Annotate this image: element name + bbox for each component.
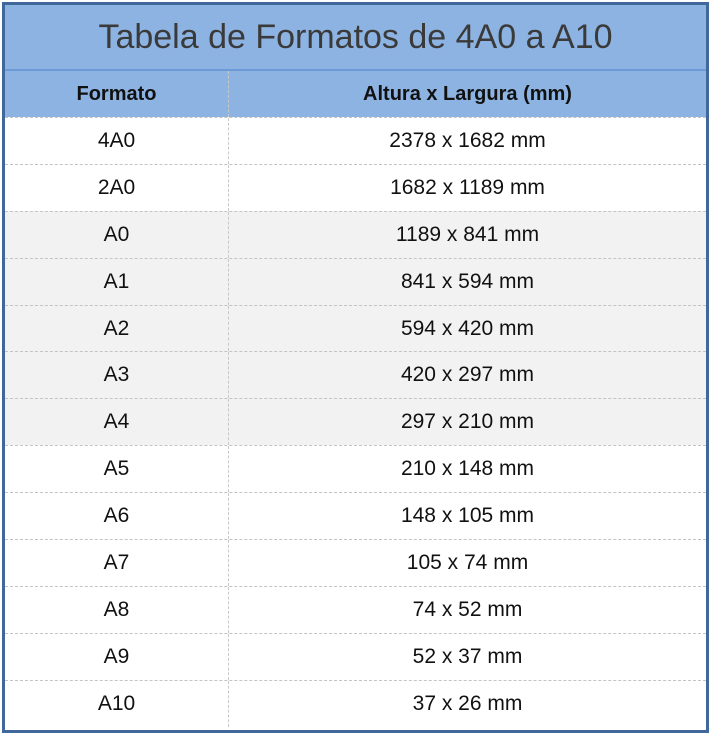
table-row: A4 297 x 210 mm bbox=[5, 398, 706, 446]
cell-format: A6 bbox=[5, 493, 229, 540]
cell-dimensions: 210 x 148 mm bbox=[400, 457, 535, 481]
table-row: A6 148 x 105 mm bbox=[5, 492, 706, 540]
cell-format: 4A0 bbox=[5, 118, 229, 164]
cell-format: A4 bbox=[5, 399, 229, 446]
cell-dimensions: 297 x 210 mm bbox=[400, 410, 535, 434]
cell-format: A9 bbox=[5, 633, 229, 680]
cell-format: A3 bbox=[5, 352, 229, 399]
cell-format: A1 bbox=[5, 258, 229, 305]
table-row: A10 37 x 26 mm bbox=[5, 679, 706, 727]
cell-format: A0 bbox=[5, 211, 229, 258]
cell-dimensions: 594 x 420 mm bbox=[400, 316, 535, 340]
table-row: 2A0 1682 x 1189 mm bbox=[5, 163, 706, 211]
cell-format: 2A0 bbox=[5, 164, 229, 211]
table-header: Formato Altura x Largura (mm) bbox=[5, 71, 706, 117]
table-row: A0 1189 x 841 mm bbox=[5, 210, 706, 258]
cell-dimensions: 37 x 26 mm bbox=[412, 691, 523, 715]
cell-dimensions: 1682 x 1189 mm bbox=[390, 175, 545, 199]
table-title: Tabela de Formatos de 4A0 a A10 bbox=[5, 5, 706, 71]
cell-dimensions: 1189 x 841 mm bbox=[395, 222, 540, 246]
cell-dimensions: 148 x 105 mm bbox=[400, 504, 535, 528]
header-format: Formato bbox=[5, 71, 229, 117]
cell-format: A8 bbox=[5, 586, 229, 633]
table-row: A1 841 x 594 mm bbox=[5, 257, 706, 305]
cell-format: A7 bbox=[5, 540, 229, 586]
header-dimensions: Altura x Largura (mm) bbox=[363, 82, 572, 105]
cell-dimensions: 2378 x 1682 mm bbox=[389, 128, 546, 152]
cell-format: A2 bbox=[5, 305, 229, 352]
cell-dimensions: 105 x 74 mm bbox=[406, 550, 529, 574]
table-row: A8 74 x 52 mm bbox=[5, 585, 706, 633]
table-row: A9 52 x 37 mm bbox=[5, 632, 706, 680]
cell-format: A10 bbox=[5, 680, 229, 727]
cell-dimensions: 420 x 297 mm bbox=[400, 363, 535, 387]
cell-dimensions: 52 x 37 mm bbox=[412, 644, 523, 668]
cell-dimensions: 841 x 594 mm bbox=[400, 269, 535, 293]
table-row: 4A0 2378 x 1682 mm bbox=[5, 117, 706, 164]
table-row: A5 210 x 148 mm bbox=[5, 445, 706, 493]
table-body: 4A0 2378 x 1682 mm 2A0 1682 x 1189 mm A0 1189… bbox=[5, 117, 706, 727]
cell-format: A5 bbox=[5, 446, 229, 493]
table-row: A7 105 x 74 mm bbox=[5, 539, 706, 586]
table-row: A3 420 x 297 mm bbox=[5, 351, 706, 399]
table-row: A2 594 x 420 mm bbox=[5, 304, 706, 352]
cell-dimensions: 74 x 52 mm bbox=[412, 597, 523, 621]
